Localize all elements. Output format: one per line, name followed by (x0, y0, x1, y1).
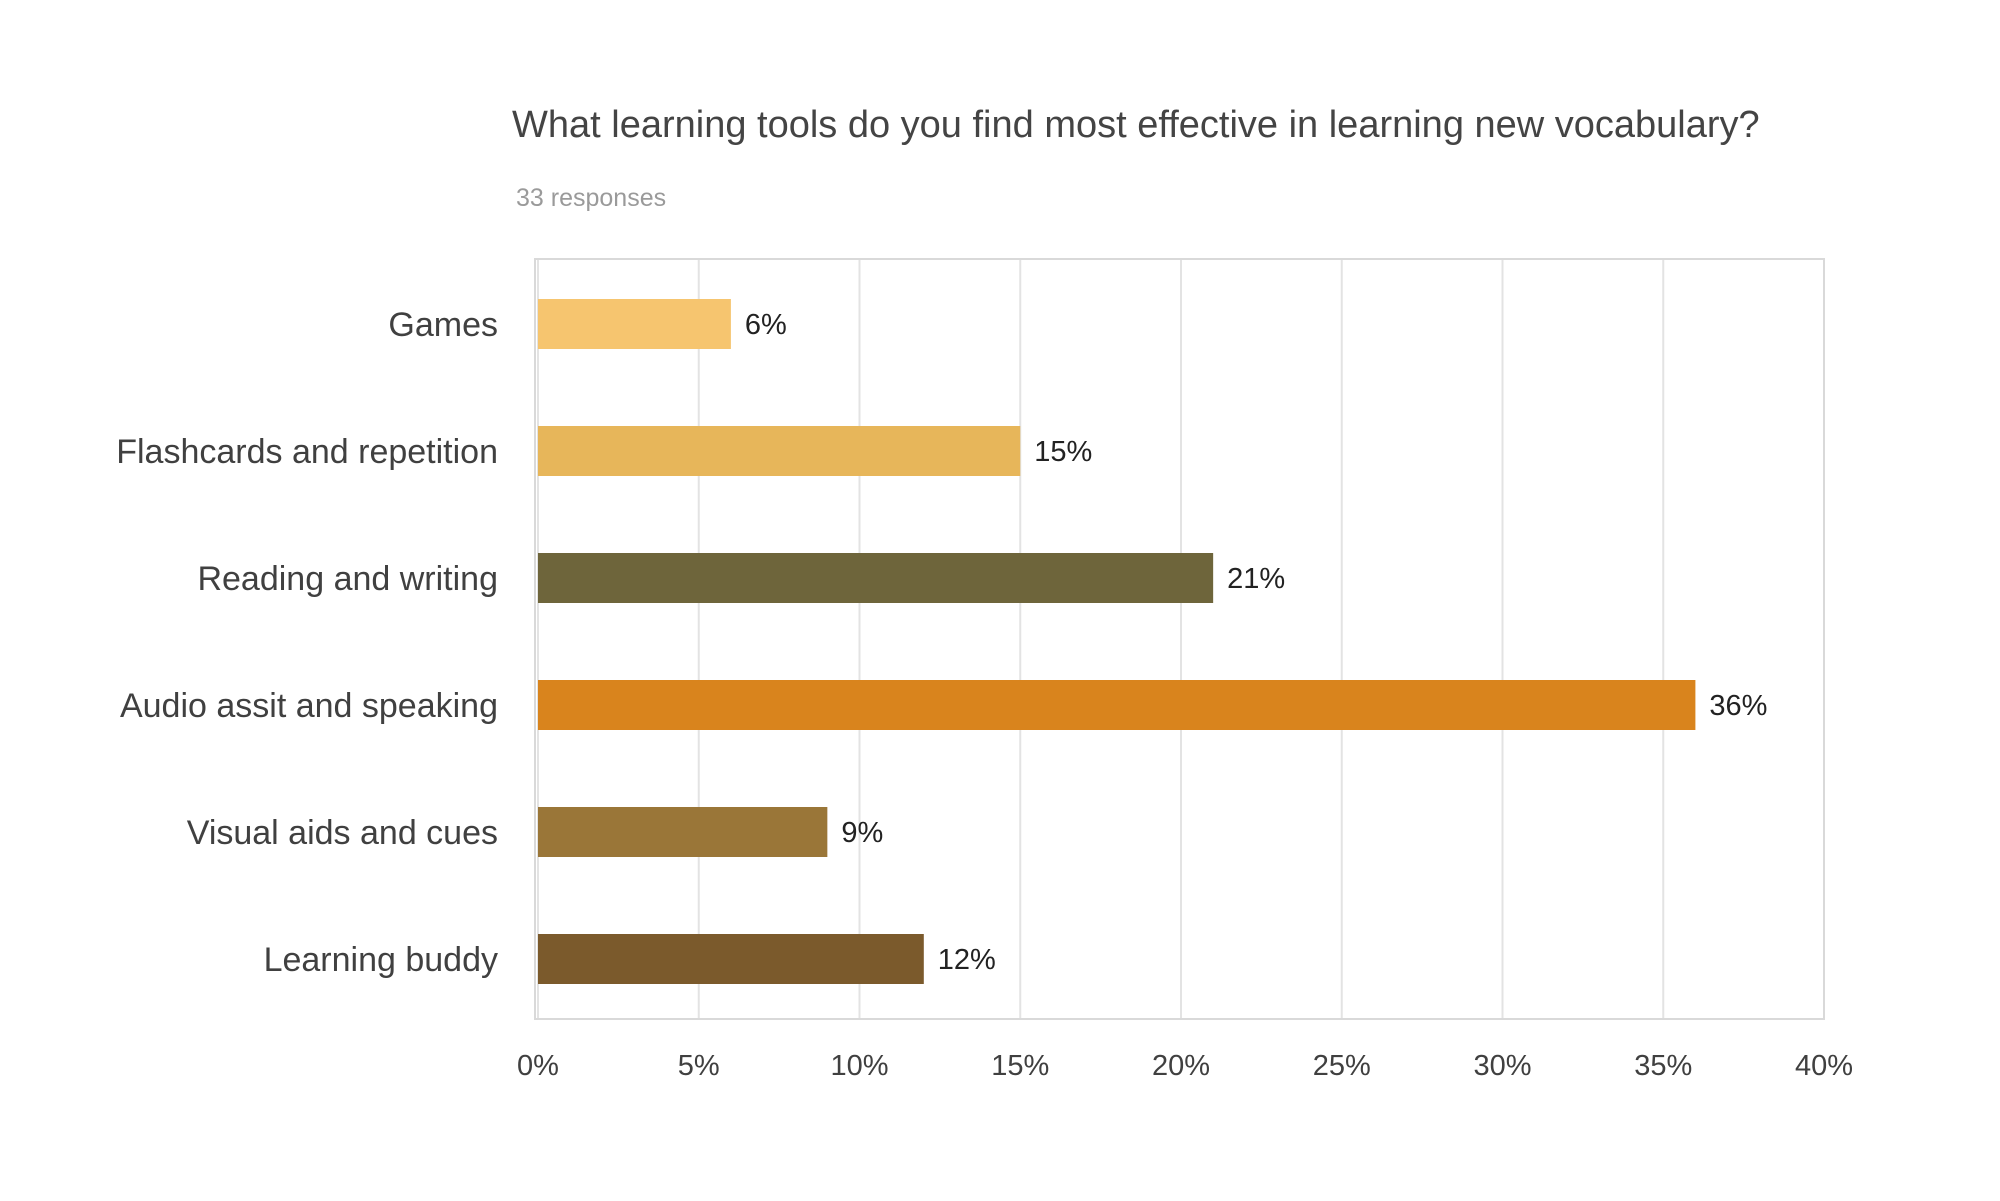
bar (538, 934, 924, 984)
x-tick-label: 15% (991, 1050, 1049, 1082)
data-label: 9% (841, 817, 883, 849)
bar (538, 553, 1214, 603)
data-label: 15% (1034, 436, 1092, 468)
x-axis-ticks: 0% 5% 10% 15% 20% 25% 30% 35% 40% (517, 1050, 1853, 1082)
category-label: Reading and writing (197, 560, 498, 598)
x-tick-label: 30% (1473, 1050, 1531, 1082)
gridlines (537, 259, 1825, 1019)
data-label: 6% (745, 309, 787, 341)
labels: Games 6% Flashcards and repetition 15% Readi… (116, 306, 1767, 979)
data-label: 21% (1227, 563, 1285, 595)
x-tick-label: 25% (1313, 1050, 1371, 1082)
x-tick-label: 35% (1634, 1050, 1692, 1082)
data-label: 12% (938, 944, 996, 976)
category-label: Flashcards and repetition (116, 433, 498, 471)
bar (538, 680, 1696, 730)
data-label: 36% (1709, 690, 1767, 722)
response-count: 33 responses (516, 184, 667, 212)
category-label: Games (388, 306, 498, 344)
plot-area-border (534, 258, 1825, 1020)
x-tick-label: 5% (678, 1050, 720, 1082)
category-label: Learning buddy (264, 941, 498, 979)
category-label: Audio assit and speaking (120, 687, 498, 725)
x-tick-label: 0% (517, 1050, 559, 1082)
bar (538, 807, 828, 857)
x-tick-label: 40% (1795, 1050, 1853, 1082)
bar (538, 426, 1021, 476)
chart-title: What learning tools do you find most eff… (512, 104, 1760, 146)
x-tick-label: 20% (1152, 1050, 1210, 1082)
bar (538, 299, 731, 349)
bars (538, 299, 1696, 984)
x-tick-label: 10% (830, 1050, 888, 1082)
category-label: Visual aids and cues (187, 814, 498, 852)
